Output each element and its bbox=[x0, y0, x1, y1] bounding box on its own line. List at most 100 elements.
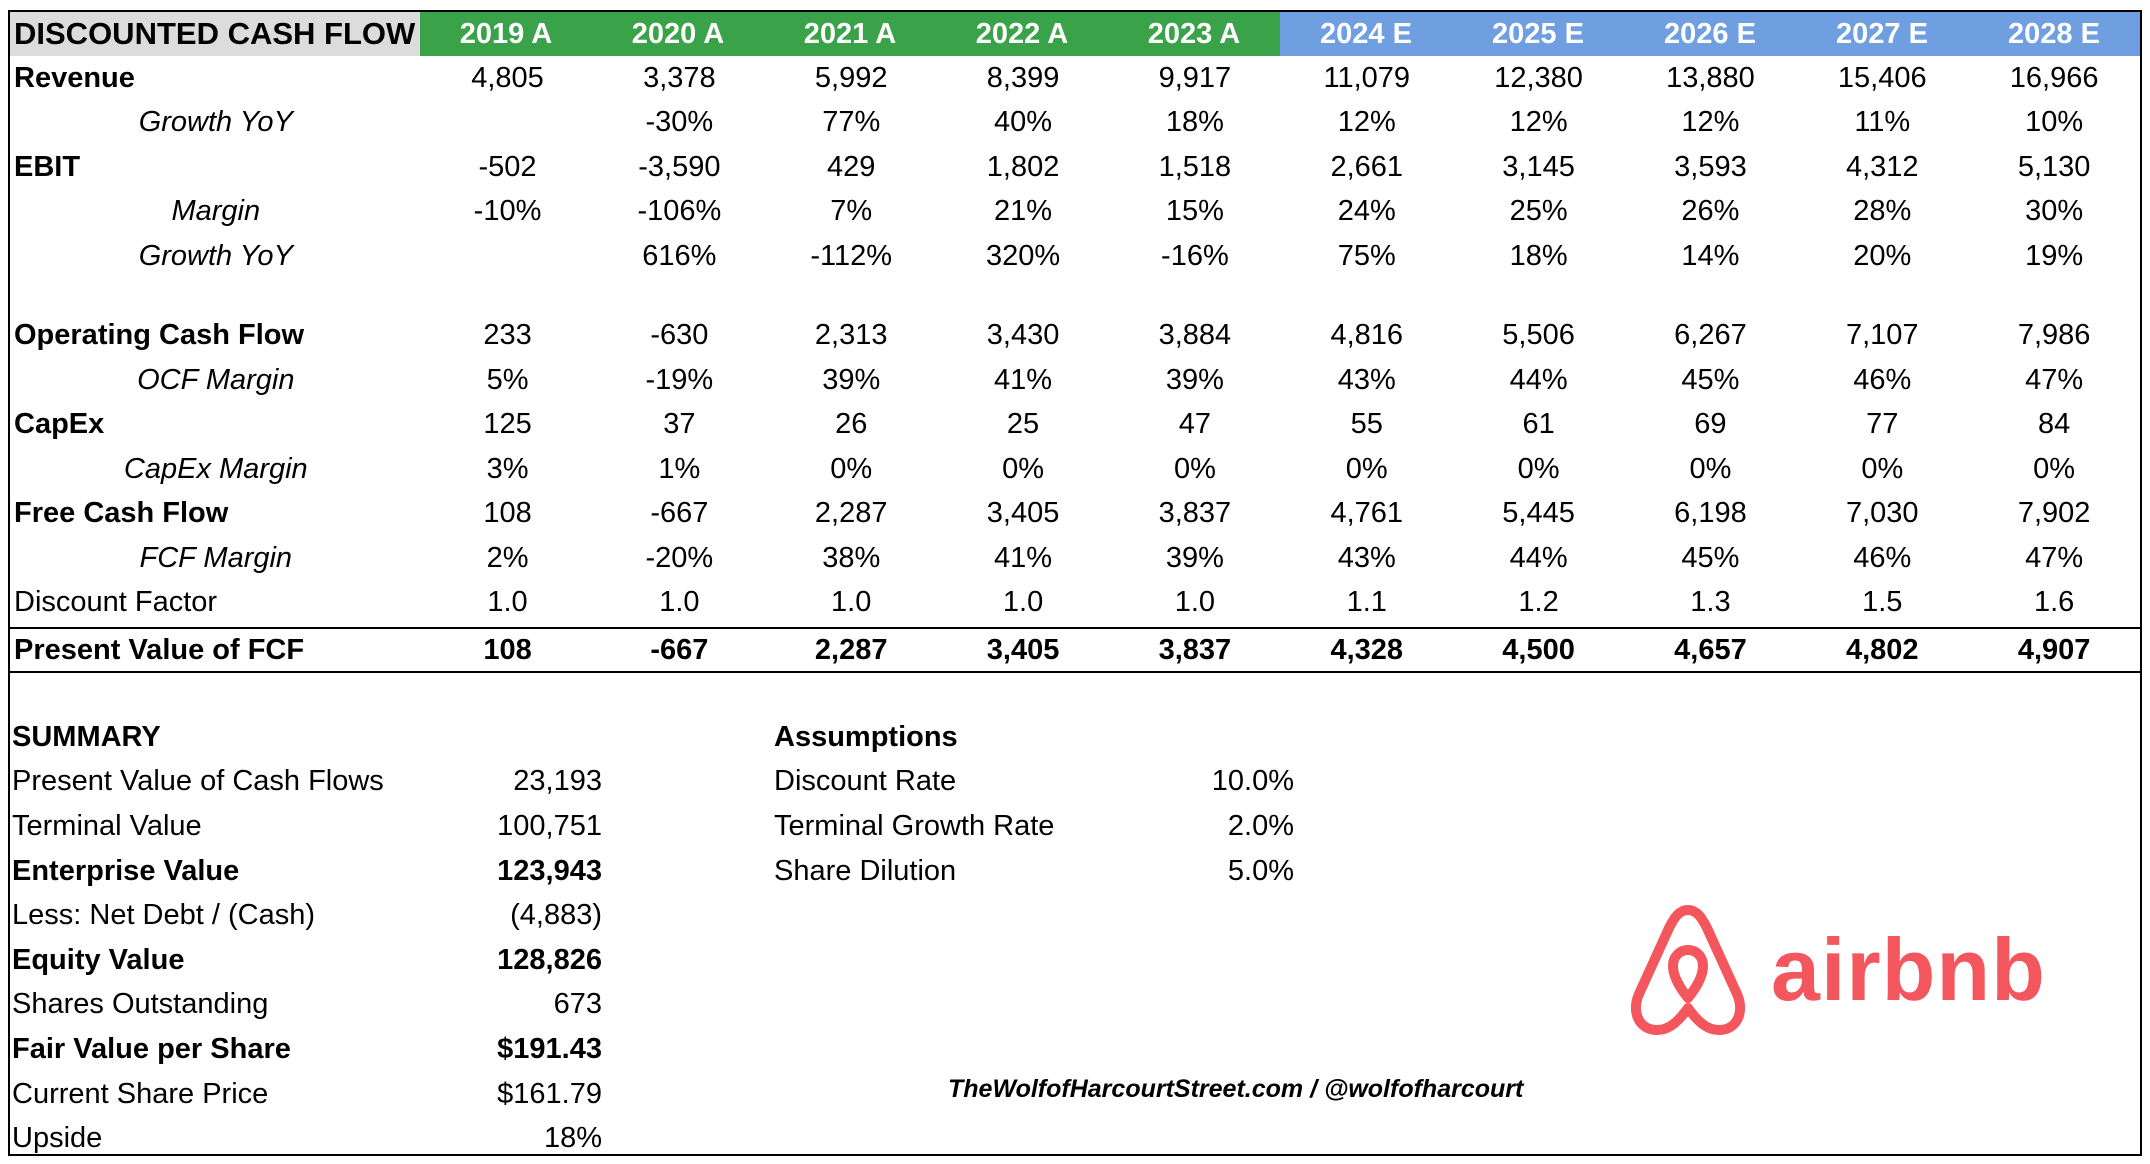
table-row: Growth YoY -30% 77% 40% 18% 12% 12% 12% 11% 10% bbox=[10, 101, 2140, 146]
table-cell: -20% bbox=[645, 541, 714, 574]
summary-label: Equity Value bbox=[12, 943, 185, 976]
table-cell: -106% bbox=[637, 195, 722, 228]
table-cell: 3,837 bbox=[1158, 633, 1232, 666]
table-cell: 1.0 bbox=[1174, 586, 1216, 619]
table-cell: 7% bbox=[830, 195, 873, 228]
year-header: 2019 A bbox=[420, 12, 592, 56]
table-cell: 12,380 bbox=[1494, 61, 1583, 94]
assumption-value: 2.0% bbox=[1227, 809, 1294, 842]
summary-row: Upside 18% bbox=[12, 1116, 602, 1161]
table-row: Present Value of FCF 108 -667 2,287 3,405 3,8… bbox=[10, 627, 2140, 673]
table-cell: 4,500 bbox=[1502, 633, 1575, 666]
row-label: CapEx Margin bbox=[123, 452, 308, 485]
assumptions-title: Assumptions bbox=[774, 720, 958, 753]
table-cell: 77 bbox=[1866, 408, 1899, 441]
table-cell: 20% bbox=[1853, 239, 1912, 272]
table-cell: 16,966 bbox=[2009, 61, 2099, 94]
table-cell: 4,312 bbox=[1845, 150, 1919, 183]
summary-label: Upside bbox=[12, 1122, 103, 1155]
row-label: Margin bbox=[171, 195, 261, 228]
year-header: 2025 E bbox=[1452, 12, 1624, 56]
table-cell: -667 bbox=[650, 497, 709, 530]
summary-value: 18% bbox=[543, 1122, 602, 1155]
table-cell: 1.1 bbox=[1346, 586, 1387, 619]
table-cell: 12% bbox=[1337, 106, 1396, 139]
row-label: Operating Cash Flow bbox=[14, 319, 305, 352]
year-header: 2024 E bbox=[1280, 12, 1452, 56]
row-label: Free Cash Flow bbox=[14, 497, 229, 530]
table-cell: 28% bbox=[1853, 195, 1912, 228]
table-cell: 30% bbox=[2025, 195, 2084, 228]
table-cell: 25 bbox=[1006, 408, 1040, 441]
row-label: OCF Margin bbox=[137, 363, 295, 396]
table-cell: 3,593 bbox=[1674, 150, 1747, 183]
table-cell: 7,107 bbox=[1845, 319, 1919, 352]
summary-label: Current Share Price bbox=[12, 1077, 269, 1110]
table-cell: 2,313 bbox=[814, 319, 888, 352]
year-header: 2021 A bbox=[764, 12, 936, 56]
table-cell: 18% bbox=[1165, 106, 1224, 139]
summary-value: 100,751 bbox=[497, 809, 602, 842]
summary-value: 128,826 bbox=[497, 943, 602, 976]
table-cell: 1,518 bbox=[1158, 150, 1232, 183]
table-cell: 38% bbox=[822, 541, 881, 574]
summary-value: $191.43 bbox=[497, 1032, 602, 1065]
table-cell: 8,399 bbox=[986, 61, 1060, 94]
table-cell: 39% bbox=[1165, 363, 1224, 396]
summary-row: Less: Net Debt / (Cash) (4,883) bbox=[12, 893, 602, 938]
table-cell: 84 bbox=[2037, 408, 2071, 441]
table-cell: 5,130 bbox=[2017, 150, 2091, 183]
year-header: 2028 E bbox=[1968, 12, 2140, 56]
table-cell: 4,761 bbox=[1330, 497, 1404, 530]
summary-title: SUMMARY bbox=[12, 720, 161, 753]
table-cell: 25% bbox=[1509, 195, 1568, 228]
summary-label: Enterprise Value bbox=[12, 854, 240, 887]
table-cell: 4,657 bbox=[1674, 633, 1747, 666]
table-cell: 18% bbox=[1509, 239, 1568, 272]
table-cell: 44% bbox=[1509, 363, 1568, 396]
assumption-value: 10.0% bbox=[1211, 765, 1294, 798]
table-cell: 10% bbox=[2025, 106, 2084, 139]
row-label: CapEx bbox=[14, 408, 105, 441]
logo-wordmark: airbnb bbox=[1771, 920, 2046, 1019]
table-row: Discount Factor 1.0 1.0 1.0 1.0 1.0 1.1 1.2 1.3 1… bbox=[10, 581, 2140, 626]
table-row: CapEx 125 37 26 25 47 55 61 69 77 84 bbox=[10, 403, 2140, 448]
table-cell: 6,198 bbox=[1674, 497, 1747, 530]
table-cell: 4,816 bbox=[1330, 319, 1404, 352]
row-label: FCF Margin bbox=[139, 541, 293, 574]
table-cell: 37 bbox=[663, 408, 696, 441]
table-cell: 45% bbox=[1681, 363, 1740, 396]
table-row: Margin -10% -106% 7% 21% 15% 24% 25% 26% 28% 30% bbox=[10, 190, 2140, 235]
table-cell: 26 bbox=[835, 408, 868, 441]
assumption-row: Discount Rate 10.0% bbox=[774, 760, 1294, 805]
table-cell: 7,986 bbox=[2017, 319, 2091, 352]
table-cell: 69 bbox=[1694, 408, 1727, 441]
credit-text: TheWolfofHarcourtStreet.com / @wolfofhar… bbox=[948, 1075, 1524, 1103]
table-row: Free Cash Flow 108 -667 2,287 3,405 3,837 4,76… bbox=[10, 492, 2140, 537]
table-cell: 13,880 bbox=[1666, 61, 1755, 94]
summary-row: Fair Value per Share $191.43 bbox=[12, 1027, 602, 1072]
table-cell: 3% bbox=[486, 452, 529, 485]
table-cell: 0% bbox=[830, 452, 873, 485]
table-cell: 5% bbox=[486, 363, 529, 396]
table-cell: 2,661 bbox=[1330, 150, 1404, 183]
table-cell: 1.3 bbox=[1690, 586, 1731, 619]
year-header: 2026 E bbox=[1624, 12, 1796, 56]
table-cell: 3,405 bbox=[986, 633, 1060, 666]
table-cell: 21% bbox=[994, 195, 1053, 228]
table-title: DISCOUNTED CASH FLOW bbox=[10, 12, 420, 56]
table-cell: 46% bbox=[1853, 363, 1912, 396]
year-header: 2023 A bbox=[1108, 12, 1280, 56]
table-cell: 12% bbox=[1509, 106, 1568, 139]
table-cell: 3,430 bbox=[986, 319, 1060, 352]
table-cell: 11,079 bbox=[1323, 61, 1411, 94]
table-cell: 3,378 bbox=[643, 61, 716, 94]
table-cell: 3,405 bbox=[986, 497, 1060, 530]
row-label: EBIT bbox=[14, 150, 81, 183]
table-cell: 0% bbox=[1689, 452, 1732, 485]
table-cell: -3,590 bbox=[638, 150, 721, 183]
table-cell: 1.0 bbox=[1002, 586, 1044, 619]
assumption-row: Terminal Growth Rate 2.0% bbox=[774, 804, 1294, 849]
